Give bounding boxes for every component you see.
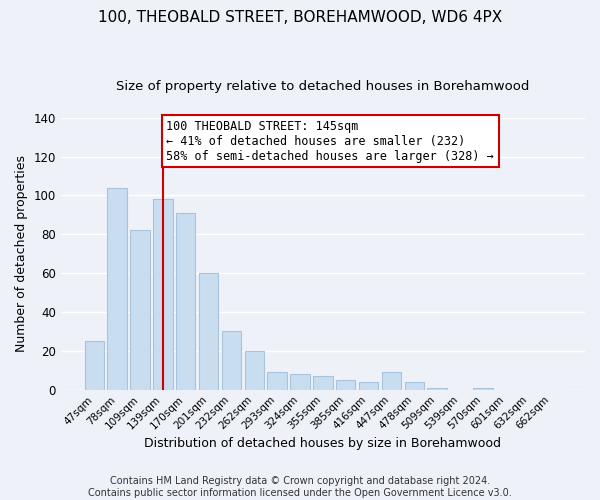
Text: 100, THEOBALD STREET, BOREHAMWOOD, WD6 4PX: 100, THEOBALD STREET, BOREHAMWOOD, WD6 4… [98,10,502,25]
Bar [85,341,104,390]
Text: Contains HM Land Registry data © Crown copyright and database right 2024.
Contai: Contains HM Land Registry data © Crown c… [88,476,512,498]
Bar [336,380,355,390]
X-axis label: Distribution of detached houses by size in Borehamwood: Distribution of detached houses by size … [145,437,502,450]
Bar [382,372,401,390]
Bar [268,372,287,390]
Bar [222,332,241,390]
Bar [153,200,173,390]
Bar [245,351,264,390]
Bar [107,188,127,390]
Y-axis label: Number of detached properties: Number of detached properties [15,156,28,352]
Bar [130,230,150,390]
Title: Size of property relative to detached houses in Borehamwood: Size of property relative to detached ho… [116,80,530,93]
Text: 100 THEOBALD STREET: 145sqm
← 41% of detached houses are smaller (232)
58% of se: 100 THEOBALD STREET: 145sqm ← 41% of det… [166,120,494,162]
Bar [473,388,493,390]
Bar [176,213,196,390]
Bar [359,382,379,390]
Bar [313,376,332,390]
Bar [199,273,218,390]
Bar [404,382,424,390]
Bar [427,388,447,390]
Bar [290,374,310,390]
